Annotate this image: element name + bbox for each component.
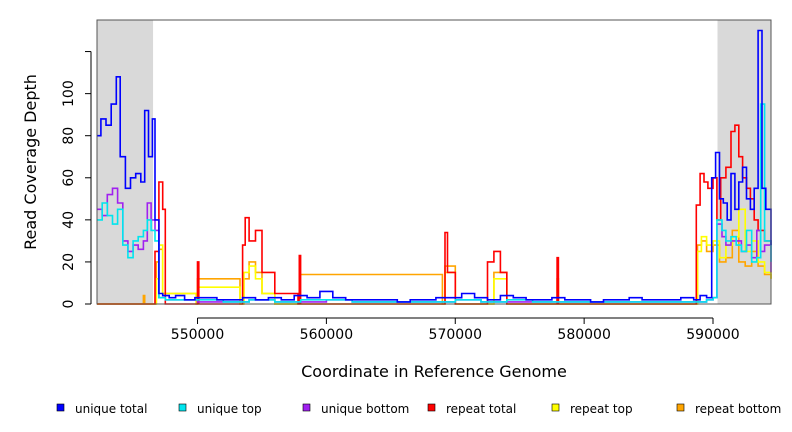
y-tick-label: 0 (61, 300, 77, 309)
legend-label: repeat bottom (695, 402, 781, 416)
y-axis: 0 20 40 60 80 100 (61, 51, 92, 309)
y-axis-label: Read Coverage Depth (21, 74, 40, 250)
series-line-repeat-total (97, 124, 772, 305)
legend-item-repeat-bottom: repeat bottom (676, 402, 781, 416)
legend-label: repeat total (446, 402, 516, 416)
legend-swatch (178, 403, 187, 412)
legend-label: repeat top (570, 402, 633, 416)
legend-swatch (302, 403, 311, 412)
plot-frame (96, 19, 772, 305)
y-tick-label: 100 (61, 80, 77, 107)
y-tick-label: 80 (61, 127, 77, 145)
legend-swatch (551, 403, 560, 412)
x-tick-label: 590000 (686, 327, 739, 343)
legend-swatch (427, 403, 436, 412)
x-axis: 550000 560000 570000 580000 590000 (171, 317, 740, 343)
series-lines (97, 29, 772, 305)
x-tick-label: 560000 (300, 327, 353, 343)
legend-swatch (56, 403, 65, 412)
series-line-unique-total (97, 29, 772, 303)
legend-item-unique-top: unique top (178, 402, 262, 416)
y-tick-label: 20 (61, 253, 77, 271)
legend: unique total unique top unique bottom repea… (56, 402, 781, 416)
legend-label: unique total (75, 402, 147, 416)
y-tick-label: 40 (61, 211, 77, 229)
x-tick-label: 550000 (171, 327, 224, 343)
legend-label: unique bottom (321, 402, 409, 416)
x-tick-label: 580000 (557, 327, 610, 343)
legend-item-repeat-total: repeat total (427, 402, 516, 416)
x-tick-label: 570000 (429, 327, 482, 343)
y-tick-label: 60 (61, 169, 77, 187)
legend-label: unique top (197, 402, 262, 416)
x-axis-label: Coordinate in Reference Genome (301, 362, 567, 381)
legend-item-unique-bottom: unique bottom (302, 402, 409, 416)
legend-item-unique-total: unique total (56, 402, 147, 416)
legend-item-repeat-top: repeat top (551, 402, 633, 416)
legend-swatch (676, 403, 685, 412)
